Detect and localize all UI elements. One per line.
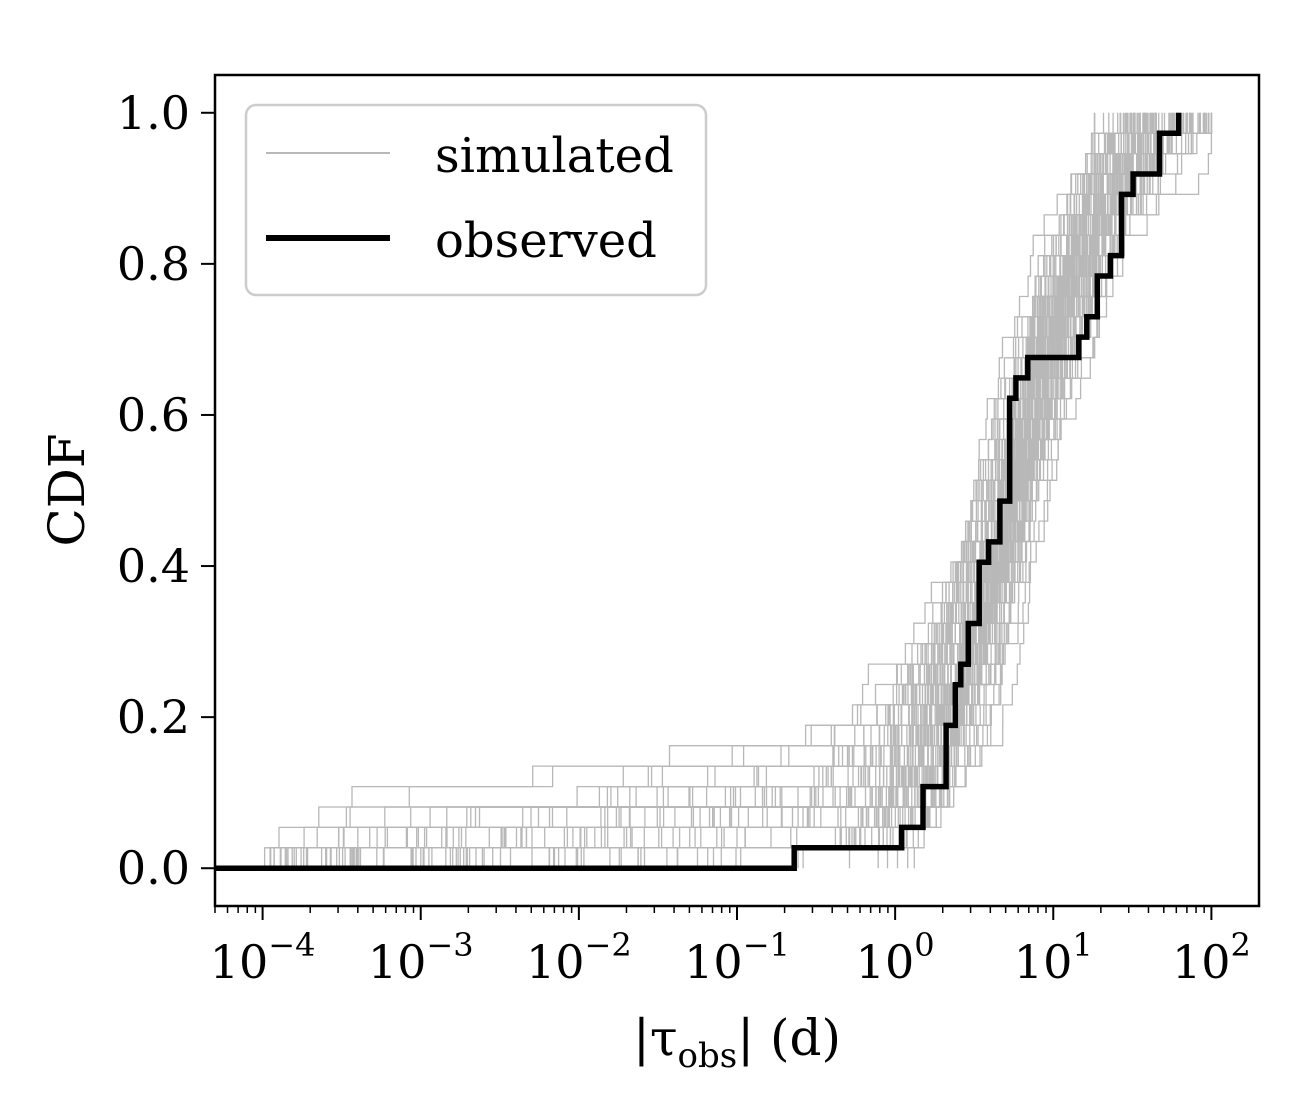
x-tick-label: 101 (1014, 926, 1093, 989)
y-axis-label: CDF (38, 433, 96, 546)
x-tick-label: 10−1 (684, 926, 790, 989)
simulated-curve (509, 112, 1173, 869)
simulated-curve (468, 112, 1160, 869)
simulated-curve (325, 112, 1105, 869)
simulated-curve (422, 112, 1213, 869)
observed-curve (215, 112, 1182, 871)
x-tick-label: 100 (856, 926, 935, 989)
y-tick-label: 0.0 (117, 841, 190, 895)
simulated-curve (270, 112, 1187, 869)
x-axis: 10−4 10−3 10−2 10−1 100 101 102 (210, 906, 1251, 989)
y-tick-label: 0.4 (117, 539, 190, 593)
y-axis: 0.0 0.2 0.4 0.6 0.8 1.0 (117, 86, 215, 895)
legend: simulated observed (244, 103, 708, 297)
legend-label-observed: observed (435, 213, 657, 269)
simulated-curve (618, 112, 1194, 869)
x-axis-label: |τobs| (d) (633, 1009, 841, 1076)
x-tick-label: 10−4 (210, 926, 316, 989)
x-tick-label: 10−3 (368, 926, 474, 989)
x-tick-label: 10−2 (526, 926, 632, 989)
simulated-curve (359, 112, 1150, 869)
simulated-curve (483, 112, 1148, 869)
y-tick-label: 1.0 (117, 86, 190, 140)
simulated-curve (620, 112, 1144, 869)
observed-line (215, 112, 1182, 871)
simulated-curve (358, 112, 1119, 869)
simulated-curve (279, 112, 1145, 869)
simulated-curve (383, 112, 1141, 869)
y-tick-label: 0.6 (117, 388, 190, 442)
y-tick-label: 0.8 (117, 237, 190, 291)
simulated-curve (740, 112, 1213, 869)
y-tick-label: 0.2 (117, 690, 190, 744)
legend-label-simulated: simulated (435, 128, 674, 184)
simulated-curve (445, 112, 1207, 869)
x-tick-label: 102 (1172, 926, 1251, 989)
simulated-curve (802, 112, 1170, 869)
